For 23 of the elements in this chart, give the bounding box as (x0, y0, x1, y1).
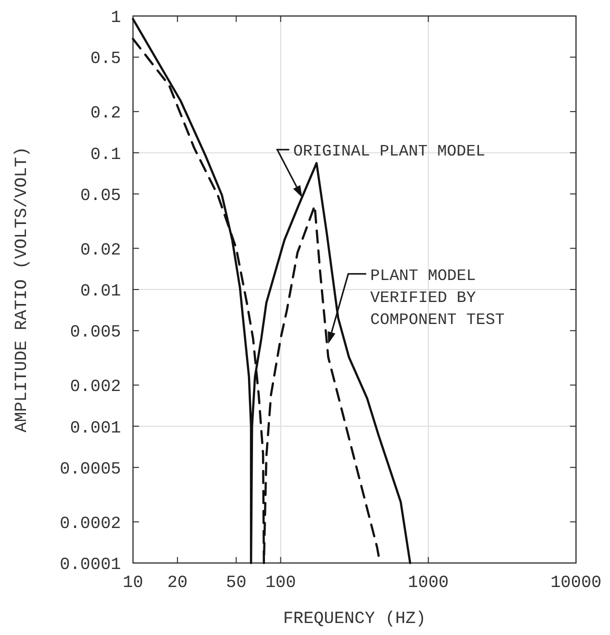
y-tick-label: 0.005 (70, 324, 121, 343)
y-tick-label: 0.05 (80, 186, 121, 206)
y-tick-label: 0.1 (90, 146, 121, 165)
x-tick-label: 20 (167, 574, 188, 593)
y-tick-label: 0.5 (90, 50, 121, 70)
y-tick-label: 0.0002 (60, 514, 121, 534)
y-tick-label: 0.002 (70, 378, 121, 398)
y-tick-label: 0.0001 (60, 556, 121, 575)
x-tick-label: 10000 (550, 574, 602, 593)
y-tick-label: 0.2 (90, 104, 121, 124)
y-tick-label: 1 (110, 9, 121, 28)
y-tick-label: 0.0005 (60, 460, 121, 480)
x-tick-label: 100 (265, 574, 296, 593)
y-tick-label: 0.02 (80, 241, 121, 260)
x-axis-title: FREQUENCY (HZ) (283, 610, 426, 629)
x-tick-label: 10 (122, 574, 144, 593)
y-axis-title: AMPLITUDE RATIO (VOLTS/VOLT) (13, 146, 32, 432)
annotation: ORIGINAL PLANT MODEL (293, 142, 486, 161)
annotation: PLANT MODEL VERIFIED BY COMPONENT TEST (370, 266, 505, 329)
x-tick-label: 50 (226, 574, 246, 593)
y-tick-label: 0.01 (80, 282, 121, 302)
x-tick-label: 1000 (408, 574, 449, 593)
y-tick-label: 0.001 (70, 419, 121, 438)
